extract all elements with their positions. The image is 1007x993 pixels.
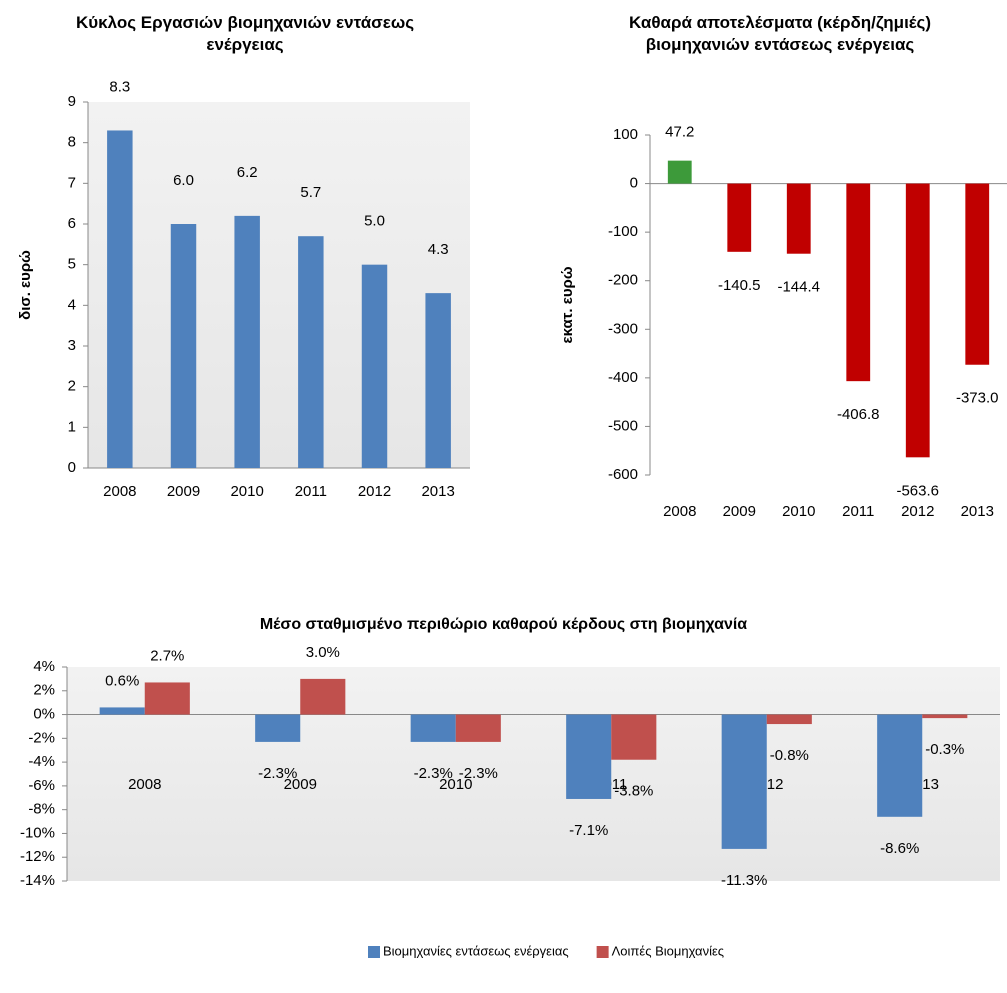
- x-tick-label: 2011: [842, 503, 874, 520]
- y-tick-label: -300: [608, 320, 638, 337]
- bar: [906, 184, 930, 458]
- y-tick-label: 9: [68, 93, 76, 110]
- bar: [171, 224, 196, 468]
- y-tick-label: 1: [68, 418, 76, 435]
- y-tick-label: 0%: [33, 706, 55, 723]
- y-tick-label: 4: [68, 296, 76, 313]
- bar: [300, 679, 345, 715]
- bar: [668, 161, 692, 184]
- value-label: 6.0: [173, 172, 194, 189]
- bar: [965, 184, 989, 365]
- value-label: 8.3: [109, 78, 130, 95]
- value-label: 2.7%: [150, 647, 184, 664]
- y-tick-label: -8%: [28, 801, 55, 818]
- y-tick-label: -2%: [28, 729, 55, 746]
- bar: [145, 682, 190, 714]
- value-label: -2.3%: [459, 765, 498, 782]
- x-tick-label: 2013: [421, 483, 454, 500]
- bar: [722, 715, 767, 849]
- y-tick-label: -500: [608, 417, 638, 434]
- bar: [298, 236, 323, 468]
- bar: [362, 265, 387, 468]
- x-tick-label: 2009: [723, 503, 756, 520]
- y-tick-label: 2: [68, 378, 76, 395]
- value-label: -2.3%: [414, 765, 453, 782]
- bar: [566, 715, 611, 799]
- y-tick-label: -100: [608, 223, 638, 240]
- y-tick-label: -6%: [28, 777, 55, 794]
- value-label: -7.1%: [569, 822, 608, 839]
- bar: [425, 293, 450, 468]
- bar: [456, 715, 501, 742]
- x-tick-label: 2010: [230, 483, 263, 500]
- bar: [107, 130, 132, 468]
- bar: [767, 715, 812, 725]
- x-tick-label: 2009: [167, 483, 200, 500]
- bar: [727, 184, 751, 252]
- x-tick-label: 2013: [961, 503, 994, 520]
- bar: [846, 184, 870, 382]
- value-label: 0.6%: [105, 672, 139, 689]
- y-tick-label: 0: [68, 459, 76, 476]
- value-label: -373.0: [956, 390, 999, 407]
- y-tick-label: -600: [608, 466, 638, 483]
- x-tick-label: 2012: [901, 503, 934, 520]
- x-tick-label: 2010: [782, 503, 815, 520]
- bar: [100, 707, 145, 714]
- x-tick-label: 2012: [358, 483, 391, 500]
- value-label: -0.3%: [925, 741, 964, 758]
- bar: [922, 715, 967, 719]
- y-tick-label: 6: [68, 215, 76, 232]
- y-tick-label: -4%: [28, 753, 55, 770]
- y-tick-label: -12%: [20, 848, 55, 865]
- value-label: -140.5: [718, 277, 761, 294]
- value-label: -0.8%: [770, 747, 809, 764]
- x-tick-label: 2008: [103, 483, 136, 500]
- value-label: -11.3%: [721, 872, 767, 889]
- value-label: 4.3: [428, 241, 449, 258]
- x-tick-label: 2008: [663, 503, 696, 520]
- value-label: 5.0: [364, 213, 385, 230]
- y-axis-label: δισ. ευρώ: [17, 250, 34, 320]
- y-tick-label: 100: [613, 126, 638, 143]
- bar: [877, 715, 922, 817]
- plot-area: [88, 102, 470, 468]
- y-tick-label: 3: [68, 337, 76, 354]
- y-tick-label: 2%: [33, 682, 55, 699]
- legend-swatch: [368, 946, 380, 958]
- y-tick-label: -400: [608, 369, 638, 386]
- value-label: -144.4: [777, 279, 820, 296]
- value-label: 5.7: [300, 184, 321, 201]
- y-tick-label: 7: [68, 174, 76, 191]
- x-tick-label: 2008: [128, 776, 161, 793]
- bar: [411, 715, 456, 742]
- value-label: -8.6%: [880, 840, 919, 857]
- value-label: -2.3%: [258, 765, 297, 782]
- bar: [255, 715, 300, 742]
- value-label: -406.8: [837, 406, 880, 423]
- y-axis-label: εκατ. ευρώ: [559, 266, 576, 343]
- value-label: 3.0%: [306, 644, 340, 661]
- value-label: 47.2: [665, 124, 694, 141]
- plot-area: [67, 667, 1000, 881]
- bar: [234, 216, 259, 468]
- y-tick-label: 8: [68, 134, 76, 151]
- value-label: 6.2: [237, 164, 258, 181]
- y-tick-label: 5: [68, 256, 76, 273]
- legend-swatch: [597, 946, 609, 958]
- y-tick-label: 4%: [33, 658, 55, 675]
- legend-label: Λοιπές Βιομηχανίες: [612, 943, 724, 958]
- legend-label: Βιομηχανίες εντάσεως ενέργειας: [383, 943, 569, 958]
- y-tick-label: 0: [630, 175, 638, 192]
- y-tick-label: -10%: [20, 824, 55, 841]
- value-label: -563.6: [896, 482, 939, 499]
- x-tick-label: 2011: [295, 483, 327, 500]
- bar: [787, 184, 811, 254]
- page: Κύκλος Εργασιών βιομηχανιών εντάσεως ενέ…: [0, 0, 1007, 993]
- y-tick-label: -200: [608, 272, 638, 289]
- y-tick-label: -14%: [20, 872, 55, 889]
- chart: 0 1 2 3 4 5 6 7 8 9 2008 8.3 2009 6.0 2010 6.2 2011 5.7 20…: [0, 0, 1007, 993]
- value-label: -3.8%: [614, 783, 653, 800]
- bar: [611, 715, 656, 760]
